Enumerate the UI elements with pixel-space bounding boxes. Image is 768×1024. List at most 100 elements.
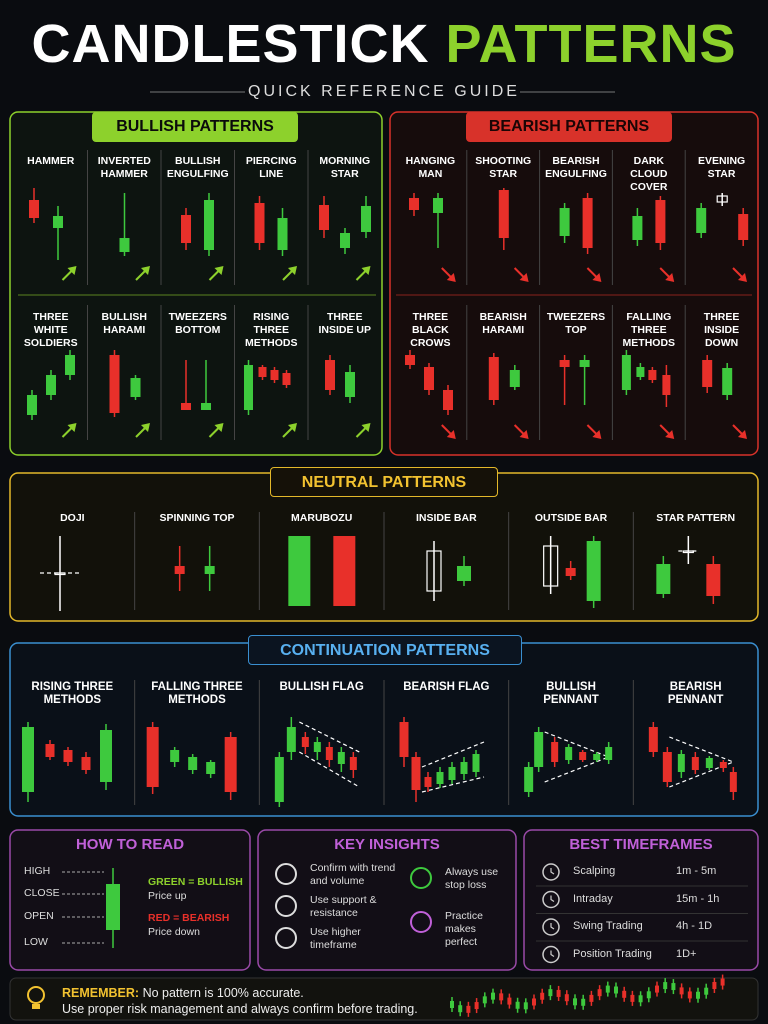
- candle-body: [399, 722, 409, 757]
- footer-label: REMEMBER:: [62, 986, 140, 1000]
- timeframe-name: Intraday: [573, 892, 613, 905]
- candle-body: [424, 777, 432, 787]
- candle-body: [319, 205, 329, 230]
- candle-body: [621, 355, 631, 390]
- timeframe-name: Position Trading: [573, 947, 652, 960]
- candle-body: [181, 215, 191, 243]
- candle-body: [663, 982, 668, 990]
- candle-body: [488, 357, 499, 400]
- pattern-label: MORNING STAR: [319, 155, 371, 180]
- candle-body: [589, 994, 594, 1002]
- pattern-label: BEARISH HARAMI: [479, 311, 527, 336]
- clock-hand: [550, 950, 555, 957]
- candle-body: [582, 198, 593, 248]
- arrow-head: [665, 273, 675, 282]
- candle-body: [534, 732, 544, 767]
- arrow: [513, 424, 526, 436]
- arrow-head: [361, 266, 371, 275]
- title: CANDLESTICK PATTERNS: [0, 12, 768, 76]
- candle-body: [349, 757, 357, 770]
- subtitle: QUICK REFERENCE GUIDE: [248, 83, 520, 100]
- arrow-head: [214, 266, 224, 275]
- footer-line1: No pattern is 100% accurate.: [142, 986, 304, 1000]
- candle-body: [706, 564, 721, 596]
- candle-body: [573, 998, 577, 1006]
- pattern-label: TWEEZERS BOTTOM: [168, 311, 227, 336]
- candle-body: [424, 367, 434, 390]
- candle-body: [109, 355, 120, 413]
- arrow-head: [446, 273, 456, 282]
- pattern-label: BULLISH ENGULFING: [166, 155, 229, 180]
- pattern-label: THREE BLACK CROWS: [410, 311, 451, 349]
- candle-body: [288, 536, 311, 606]
- pattern-label: BULLISH FLAG: [279, 681, 364, 693]
- insight: Confirm with trend and volume: [310, 862, 396, 887]
- candle-body: [597, 989, 602, 997]
- arrow-head: [665, 430, 675, 439]
- pattern-label: THREE WHITE SOLDIERS: [23, 311, 78, 349]
- candle-body: [614, 986, 618, 994]
- pattern-label: OUTSIDE BAR: [534, 512, 608, 524]
- candle-body: [543, 545, 559, 587]
- insight-icon: [410, 867, 432, 889]
- arrow: [586, 267, 599, 279]
- clock-icon: [542, 890, 560, 909]
- candle-body: [301, 737, 309, 747]
- timeframe-range: 1D+: [676, 947, 697, 960]
- candle-body: [499, 993, 504, 1001]
- candle-body: [313, 742, 321, 752]
- candle-body: [593, 754, 601, 760]
- candle-body: [258, 367, 267, 377]
- candle-body: [691, 757, 699, 770]
- candle-body: [579, 752, 587, 760]
- pattern-label: PIERCING LINE: [245, 155, 297, 180]
- candle-body: [656, 564, 671, 594]
- candle-body: [705, 758, 713, 768]
- candle-body: [586, 541, 601, 601]
- pattern-label: FALLING THREE METHODS: [151, 681, 243, 706]
- candle-body: [702, 360, 713, 387]
- candle-body: [579, 360, 590, 367]
- pattern-label: BEARISH FLAG: [403, 681, 490, 693]
- arrow-head: [288, 423, 297, 432]
- candle-body: [532, 998, 536, 1006]
- pattern-label: BULLISH PENNANT: [543, 681, 599, 706]
- candle-body: [46, 375, 56, 395]
- arrow: [659, 267, 671, 279]
- arrow: [659, 424, 671, 436]
- candle-body: [671, 983, 676, 991]
- level-label: LOW: [24, 936, 48, 948]
- timeframe-range: 1m - 5m: [676, 865, 717, 877]
- pattern-label: DARK CLOUD COVER: [630, 155, 668, 193]
- box-title: HOW TO READ: [75, 836, 185, 853]
- candle-body: [54, 572, 66, 576]
- candle-body: [436, 772, 444, 784]
- arrow-head: [361, 423, 371, 432]
- box-title: BEST TIMEFRAMES: [569, 836, 713, 853]
- arrow: [282, 269, 294, 281]
- pattern-label: THREE INSIDE DOWN: [703, 311, 740, 349]
- candle-body: [426, 550, 442, 592]
- candle-body: [696, 208, 707, 233]
- candle-body: [655, 200, 666, 243]
- candle-body: [254, 203, 265, 243]
- clock-icon: [542, 863, 560, 881]
- candle-body: [716, 195, 728, 203]
- candle-body: [325, 360, 335, 390]
- arrow: [61, 426, 74, 438]
- pattern-label: TWEEZERS TOP: [546, 311, 606, 336]
- timeframe-range: 4h - 1D: [676, 920, 713, 932]
- footer-line2: Use proper risk management and always co…: [62, 1002, 418, 1016]
- candle-body: [524, 767, 534, 792]
- legend-red-note: Price down: [148, 926, 200, 938]
- timeframe-range: 15m - 1h: [676, 892, 720, 905]
- insights-panel: [257, 829, 517, 971]
- arrow-head: [67, 266, 77, 275]
- candle-body: [472, 754, 480, 772]
- candle-body: [457, 566, 471, 581]
- candle-body: [448, 767, 456, 780]
- candle-body: [340, 233, 350, 248]
- arrow: [513, 267, 526, 279]
- legend-green-note: Price up: [148, 890, 187, 902]
